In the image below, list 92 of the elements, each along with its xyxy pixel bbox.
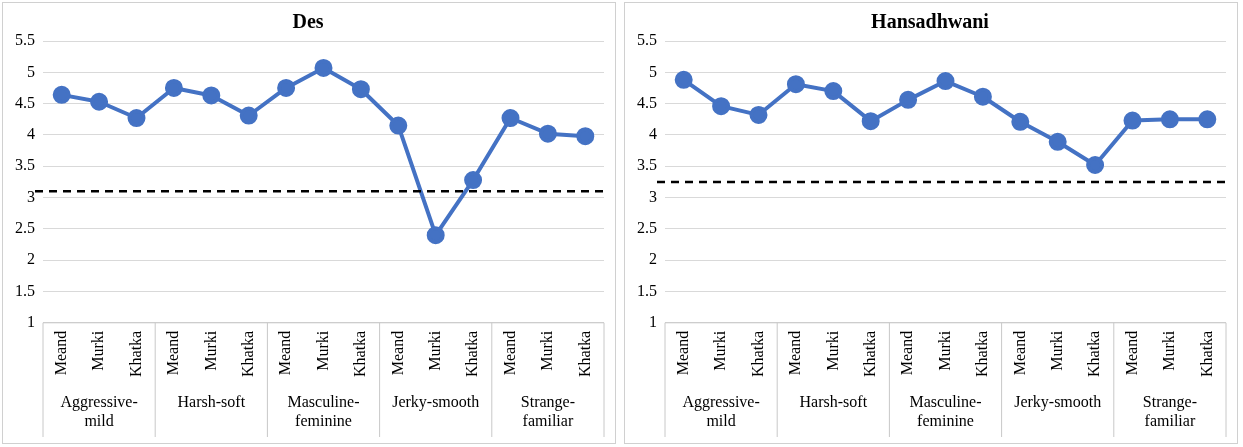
y-tick-label: 3 [27, 187, 35, 205]
x-tick-label: Khatka [1085, 330, 1103, 377]
y-tick-label: 1.5 [637, 281, 657, 299]
y-tick-label: 1.5 [15, 281, 35, 299]
x-tick-label: Khatka [351, 330, 369, 377]
x-tick-label: Meand [673, 330, 691, 376]
point [127, 109, 146, 128]
x-tick-label: Murki [538, 330, 556, 371]
point [1123, 111, 1142, 130]
y-tick-label: 1 [649, 313, 657, 330]
x-tick-label: Meand [786, 330, 804, 376]
text: Harsh-soft [177, 393, 246, 410]
y-tick-label: 2.5 [15, 219, 35, 237]
x-tick-label: Murki [935, 330, 953, 371]
x-tick-label: Murki [313, 330, 331, 371]
point [712, 97, 731, 116]
x-tick-label: Meand [276, 330, 294, 376]
x-tick-label: Murki [425, 330, 443, 371]
x-tick-label: Meand [500, 330, 518, 376]
x-tick-label: Khatka [1197, 330, 1215, 377]
point [464, 171, 483, 190]
y-tick-label: 2 [649, 250, 657, 268]
x-tick-label: Khatka [126, 330, 144, 377]
y-tick-label: 5.5 [15, 31, 35, 49]
point [389, 116, 408, 135]
y-tick-label: 5.5 [637, 31, 657, 49]
y-tick-label: 5 [27, 62, 35, 80]
x-tick-label: Meand [1010, 330, 1028, 376]
y-tick-label: 3.5 [15, 156, 35, 174]
x-tick-label: Murki [89, 330, 107, 371]
point [164, 78, 183, 97]
x-tick-label: Murki [823, 330, 841, 371]
x-tick-label: Khatka [238, 330, 256, 377]
y-tick-label: 4 [649, 125, 657, 143]
point [1048, 132, 1067, 151]
point [973, 87, 992, 106]
text: Masculine-feminine [287, 393, 360, 429]
y-tick-label: 2.5 [637, 219, 657, 237]
chart-title: Des [292, 10, 324, 33]
y-tick-label: 4.5 [15, 93, 35, 111]
point [239, 106, 258, 125]
text: Jerky-smooth [392, 393, 480, 411]
y-tick-label: 5 [649, 62, 657, 80]
point [1160, 110, 1179, 129]
point [899, 90, 918, 109]
point [90, 92, 109, 111]
point [674, 70, 693, 89]
point [1011, 112, 1030, 131]
y-tick-label: 3 [649, 187, 657, 205]
x-tick-label: Meand [388, 330, 406, 376]
point [501, 109, 520, 128]
x-tick-label: Khatka [575, 330, 593, 377]
y-tick-label: 4 [27, 125, 35, 143]
chart-title: Hansadhwani [871, 10, 990, 33]
x-tick-label: Khatka [463, 330, 481, 377]
x-tick-label: Meand [164, 330, 182, 376]
x-tick-label: Khatka [973, 330, 991, 377]
text: Aggressive-mild [682, 393, 760, 429]
x-tick-label: Meand [51, 330, 69, 376]
point [351, 80, 370, 99]
x-tick-label: Murki [711, 330, 729, 371]
text: Strange-familiar [1142, 393, 1197, 429]
point [749, 105, 768, 124]
point [786, 75, 805, 94]
y-tick-label: 3.5 [637, 156, 657, 174]
text: Aggressive-mild [60, 393, 138, 429]
text: Harsh-soft [799, 393, 868, 410]
x-tick-label: Khatka [860, 330, 878, 377]
point [277, 78, 296, 97]
x-tick-label: Murki [1160, 330, 1178, 371]
point [1086, 155, 1105, 174]
x-tick-label: Murki [201, 330, 219, 371]
point [538, 124, 557, 143]
x-tick-label: Meand [1122, 330, 1140, 376]
text: Masculine-feminine [909, 393, 982, 429]
x-tick-label: Meand [898, 330, 916, 376]
point [936, 72, 955, 91]
x-tick-label: Khatka [748, 330, 766, 377]
point [861, 112, 880, 131]
point [314, 58, 333, 77]
point [202, 86, 221, 105]
point [824, 82, 843, 101]
point [52, 85, 71, 104]
y-tick-label: 4.5 [637, 93, 657, 111]
point [1198, 110, 1217, 129]
point [576, 127, 595, 146]
text: Strange-familiar [520, 393, 575, 429]
text: Jerky-smooth [1014, 393, 1102, 411]
y-tick-label: 2 [27, 250, 35, 268]
point [426, 226, 445, 245]
x-tick-label: Murki [1047, 330, 1065, 371]
y-tick-label: 1 [27, 313, 35, 330]
